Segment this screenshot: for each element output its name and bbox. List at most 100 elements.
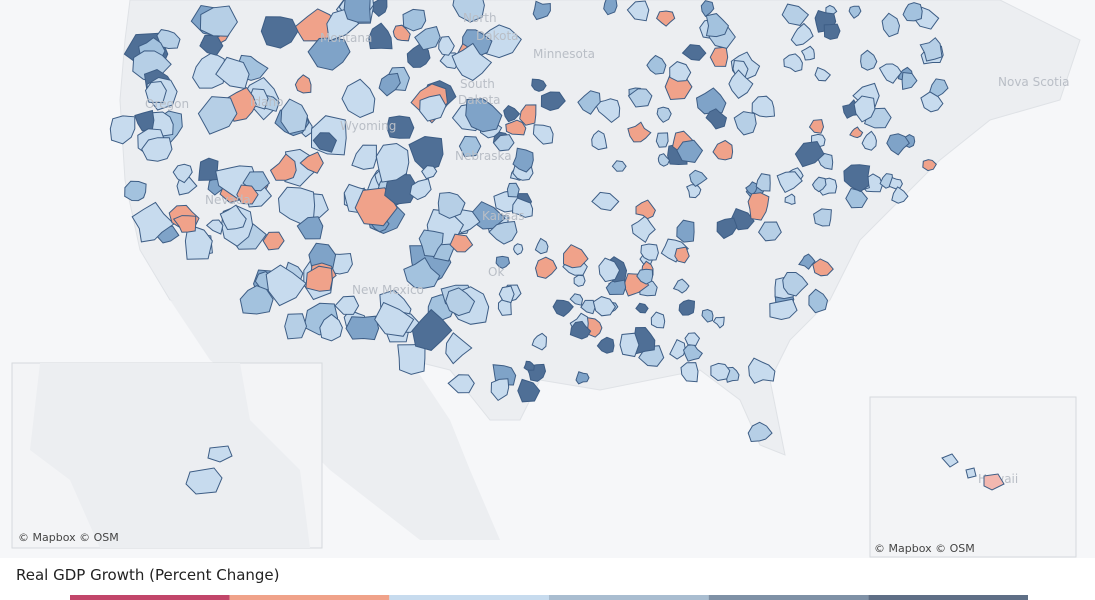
metro-area [378,72,401,97]
metro-area [262,231,285,251]
metro-area [506,182,520,198]
metro-area [503,104,521,123]
region-label: North [463,11,497,25]
metro-area [656,106,672,123]
metro-area [853,95,876,123]
metro-area [843,164,871,193]
metro-area [680,362,699,383]
metro-area [861,130,877,151]
metro-area [920,91,944,113]
metro-area [757,221,782,242]
metro-area [591,130,608,151]
metro-area [131,201,175,243]
metro-area [532,0,551,21]
metro-area [562,244,589,269]
region-label: Dakota [476,29,519,43]
metro-area [418,229,444,258]
metro-area [540,91,566,112]
metro-area [488,220,518,245]
metro-area [747,192,770,221]
metro-area [627,88,653,108]
metro-area [848,5,862,19]
metro-area [712,316,725,329]
metro-area [368,22,393,50]
metro-area [447,374,475,394]
metro-area [296,216,324,240]
metro-area [808,288,829,314]
metro-area [197,96,238,135]
metro-area [445,332,473,365]
metro-area [650,311,666,329]
metro-area [577,90,601,115]
metro-area [886,133,910,156]
metro-area [769,298,798,321]
metro-area [728,69,754,99]
metro-area [419,94,447,122]
metro-area [124,180,147,202]
metro-area [421,165,438,180]
metro-area [657,153,671,167]
metro-area [705,13,730,38]
metro-area [794,140,825,168]
metro-area [552,299,574,317]
metro-area [594,98,621,124]
metro-area [598,257,621,283]
metro-area [280,98,309,135]
metro-area [784,193,796,205]
metro-area [351,144,377,170]
region-label: Nebraska [455,149,512,163]
legend-bar [70,595,1028,600]
metro-area [619,332,640,358]
metro-area [596,336,615,354]
metro-area [384,173,419,205]
metro-area [156,29,181,50]
metro-area [492,134,515,152]
metro-area [402,8,427,32]
metro-area [403,256,441,289]
alaska-land [30,363,310,548]
metro-area [603,0,618,16]
legend-swatch [229,595,390,600]
region-label: Dakota [458,93,501,107]
metro-area [414,26,441,51]
metro-area [449,233,474,253]
metro-area [334,295,360,315]
metro-area [408,135,444,172]
metro-areas [109,0,949,443]
metro-area [783,53,803,73]
metro-area [534,237,549,255]
metro-area [812,258,834,277]
metro-area [733,111,757,136]
metro-area [207,445,233,463]
metro-area [573,274,586,287]
metro-area [849,126,864,139]
metro-area [219,204,247,231]
metro-area [305,265,333,292]
metro-area [751,95,776,118]
metro-area [782,272,809,297]
metro-area [823,23,841,40]
metro-area [411,308,453,351]
metro-area [808,119,825,134]
metro-area [646,54,667,75]
metro-area [307,37,351,71]
metro-area [192,51,227,89]
metro-area [172,215,197,233]
metro-area [512,147,534,173]
metro-area [640,243,659,261]
metro-area [682,344,703,362]
metro-area [531,332,547,351]
metro-area [198,157,219,181]
metro-area [705,108,728,130]
metro-area [669,61,692,82]
metro-area [655,132,669,148]
metro-area [265,264,307,307]
metro-area [445,287,476,317]
metro-area [438,35,455,56]
metro-area [575,371,590,385]
metro-area [902,2,923,22]
metro-area [901,71,918,91]
region-label: Kansas [482,209,524,223]
metro-area [409,178,432,201]
